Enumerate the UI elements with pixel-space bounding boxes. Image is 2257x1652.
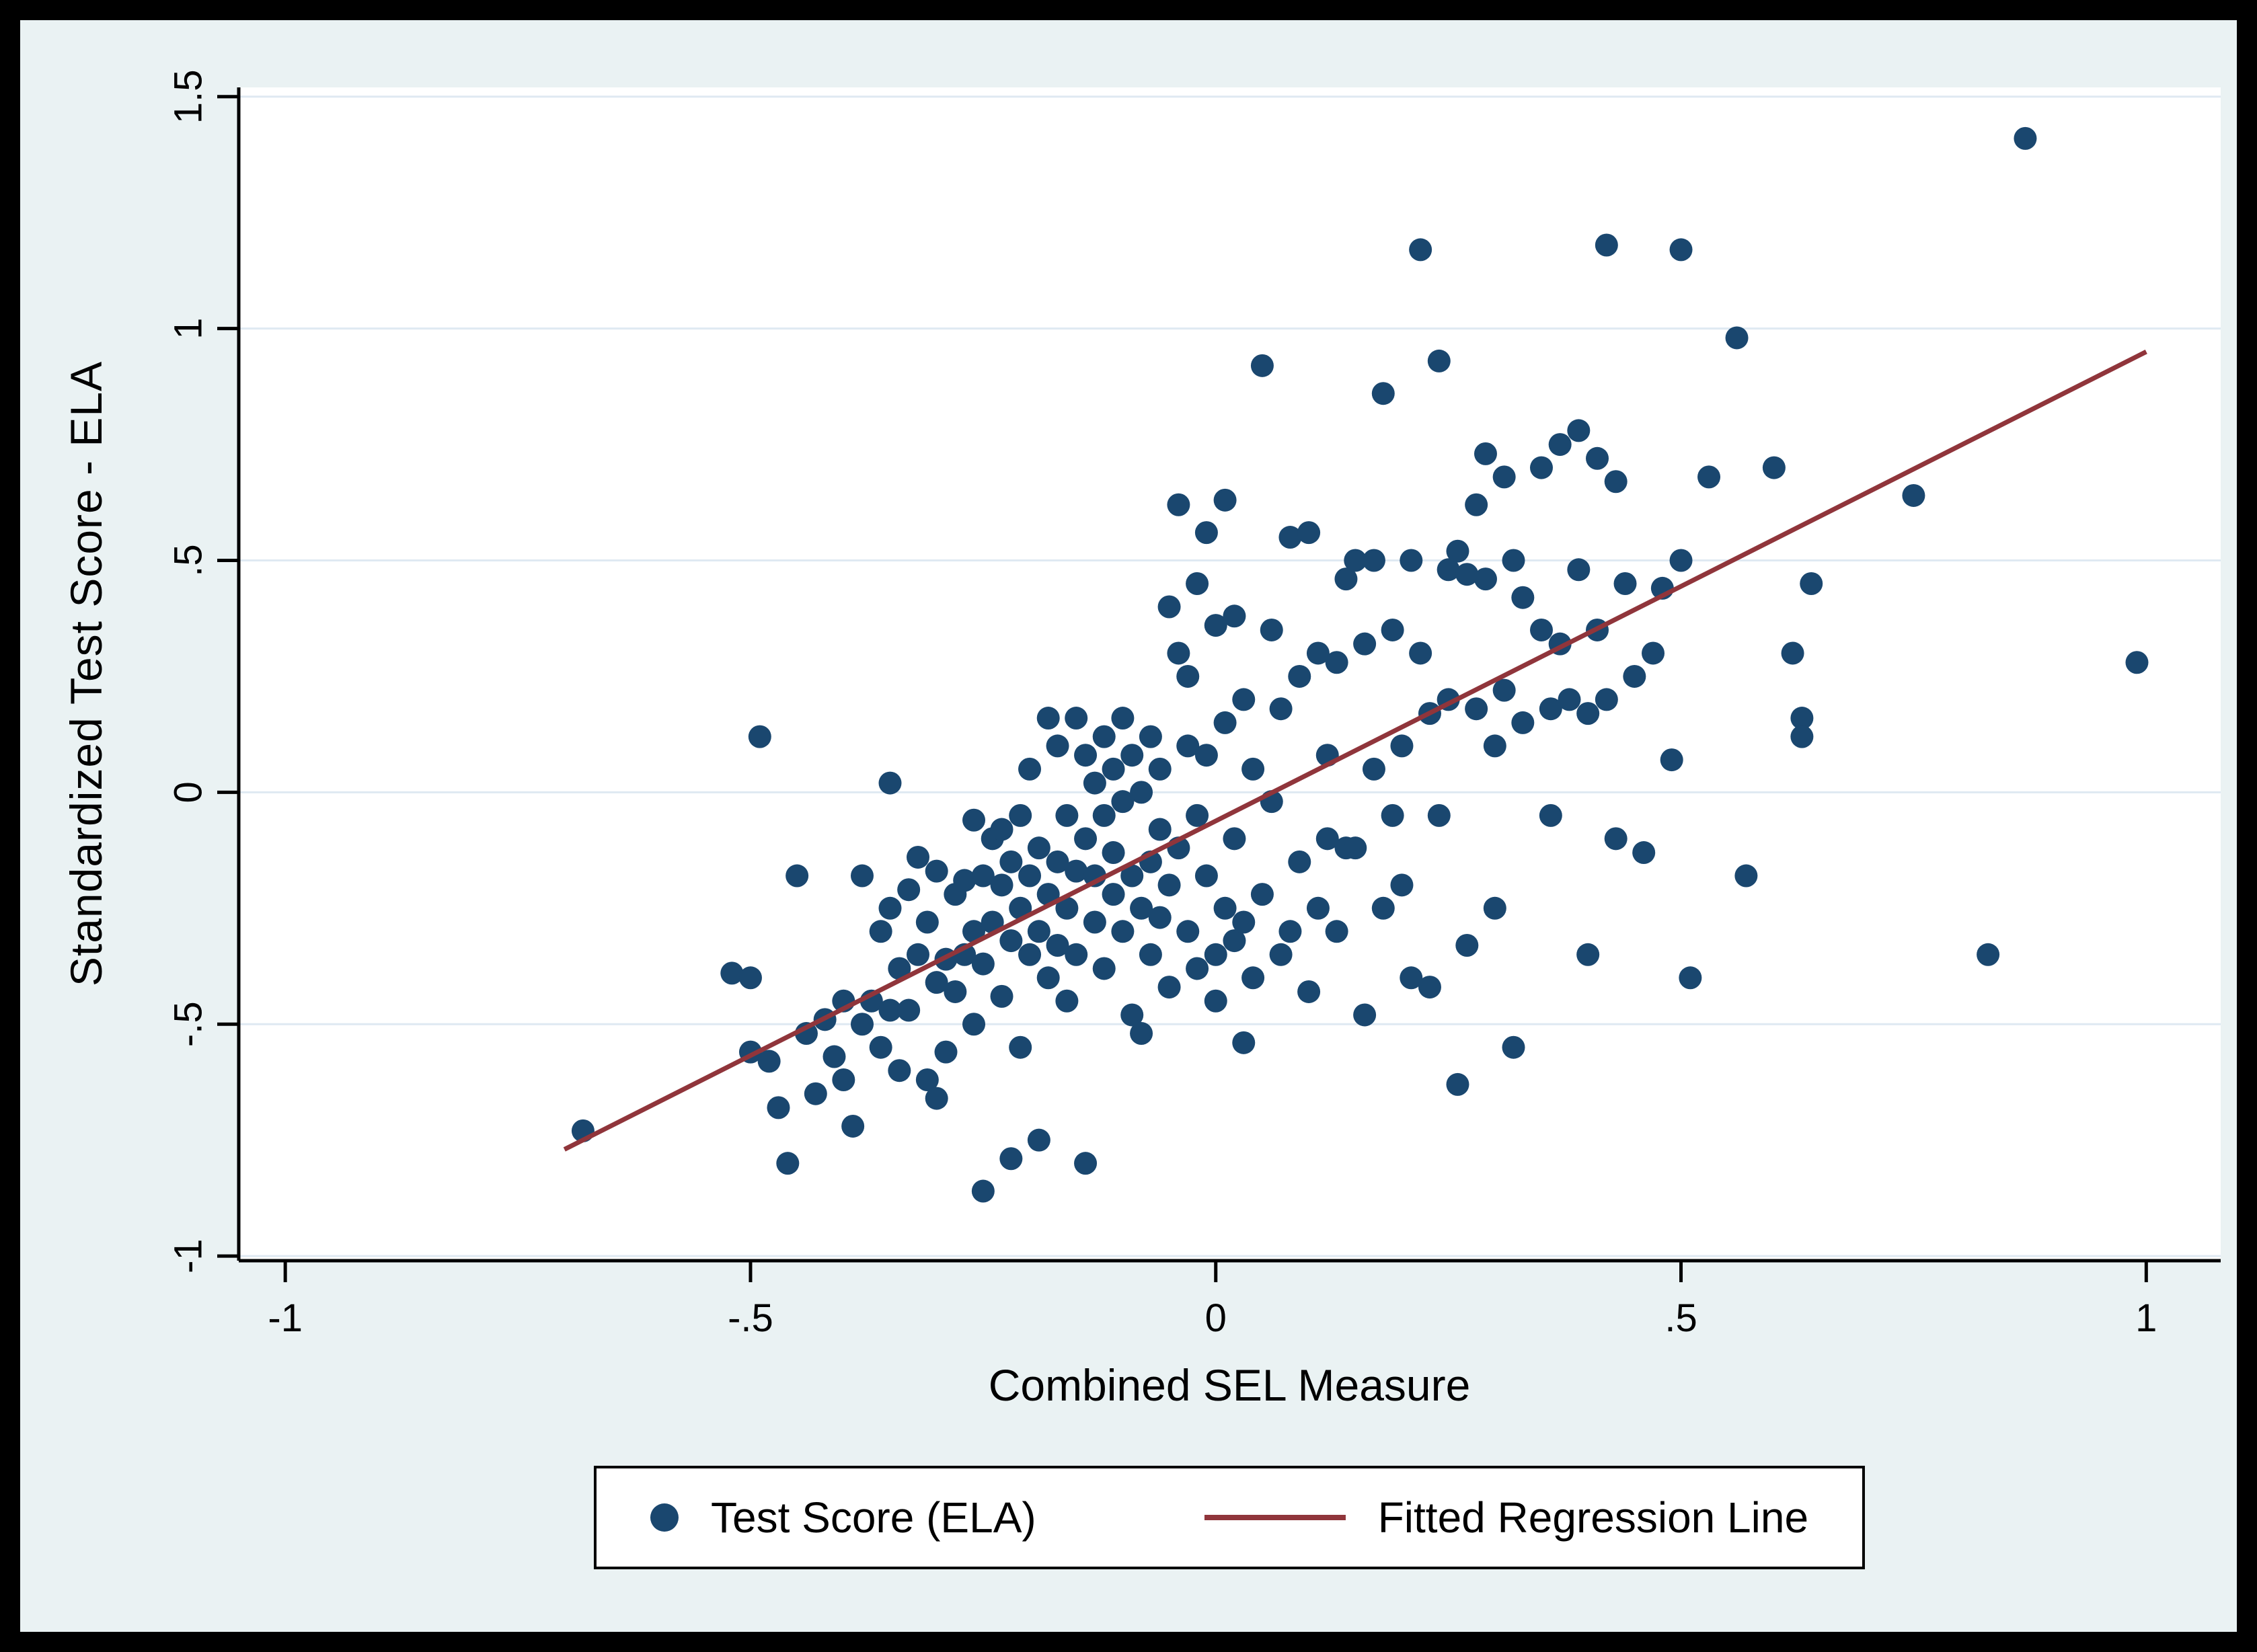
y-tick-label: 0 [167, 781, 211, 803]
scatter-points [571, 126, 2149, 1203]
legend-item-line: Fitted Regression Line [1204, 1493, 1808, 1542]
y-tick-label: 1.5 [167, 69, 211, 124]
gridlines [239, 95, 2221, 1257]
x-axis-ticks: -1 -.5 0 .5 1 [268, 1261, 2157, 1340]
x-axis-title: Combined SEL Measure [988, 1360, 1471, 1410]
y-tick-label: -1 [167, 1238, 211, 1273]
x-tick-label: .5 [1665, 1296, 1697, 1340]
x-tick-label: 1 [2135, 1296, 2157, 1340]
legend-label-points: Test Score (ELA) [710, 1493, 1036, 1542]
y-axis-title: Standardized Test Score - ELA [61, 360, 111, 987]
y-tick-label: .5 [167, 544, 211, 576]
legend-item-points: Test Score (ELA) [650, 1493, 1036, 1542]
y-tick-label: -.5 [167, 1001, 211, 1047]
line-marker-icon [1204, 1515, 1346, 1520]
legend-label-line: Fitted Regression Line [1377, 1493, 1809, 1542]
regression-line [563, 350, 2147, 1152]
x-tick-label: 0 [1205, 1296, 1227, 1340]
scatter-marker-icon [650, 1503, 679, 1532]
x-tick-label: -1 [268, 1296, 303, 1340]
x-tick-label: -.5 [728, 1296, 773, 1340]
plot-area [239, 87, 2221, 1261]
legend: Test Score (ELA) Fitted Regression Line [593, 1466, 1866, 1569]
y-tick-label: 1 [167, 318, 211, 340]
y-axis-ticks: -1 -.5 0 .5 1 1.5 [167, 69, 239, 1273]
